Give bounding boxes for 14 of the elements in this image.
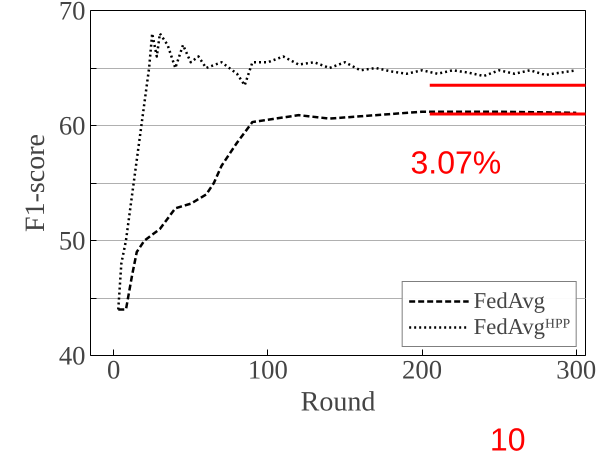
legend-label: FedAvgᴴᴾᴾ: [474, 314, 570, 340]
y-axis-title: F1-score: [20, 134, 51, 232]
x-tick-label: 300: [556, 354, 596, 384]
y-tick-label: 50: [58, 226, 86, 256]
y-tick-label: 60: [58, 110, 86, 140]
x-tick-label: 200: [402, 354, 442, 384]
annotation: 3.07%: [410, 144, 502, 180]
x-tick-label: 100: [248, 354, 288, 384]
text: 10: [490, 422, 526, 455]
y-tick-label: 40: [58, 340, 86, 370]
x-tick-label: 0: [106, 354, 120, 384]
y-tick-label: 70: [58, 0, 86, 26]
x-axis-title: Round: [300, 386, 376, 418]
legend-label: FedAvg: [474, 288, 545, 314]
